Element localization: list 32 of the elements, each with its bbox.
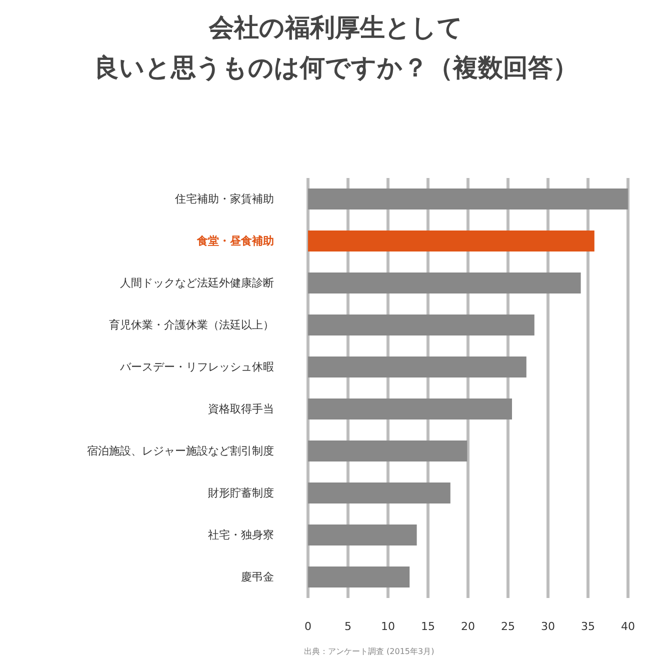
bar [308,356,526,378]
bar [308,188,628,210]
y-tick-label: 食堂・昼食補助 [196,234,274,248]
source-note: 出典：アンケート調査 (2015年3月) [304,646,436,657]
x-tick-label: 20 [461,620,475,633]
bar [308,272,581,294]
y-tick-label: バースデー・リフレッシュ休暇 [119,360,274,374]
chart-title: 会社の福利厚生として [208,12,464,44]
y-tick-label: 慶弔金 [241,570,274,584]
bar [308,398,512,420]
bar [308,524,417,546]
y-tick-label: 宿泊施設、レジャー施設など割引制度 [87,444,274,458]
bar [308,314,534,336]
x-tick-label: 5 [344,620,352,633]
x-tick-label: 25 [501,620,515,633]
y-tick-label: 住宅補助・家賃補助 [175,192,274,206]
x-tick-label: 35 [581,620,595,633]
x-tick-label: 10 [381,620,395,633]
x-tick-label: 40 [621,620,635,633]
bar [308,440,468,462]
x-tick-label: 30 [541,620,555,633]
y-tick-label: 社宅・独身寮 [208,528,274,542]
bar [308,230,594,252]
y-tick-label: 資格取得手当 [208,402,274,416]
x-tick-label: 0 [304,620,312,633]
y-tick-label: 財形貯蓄制度 [208,486,274,500]
x-tick-label: 15 [421,620,435,633]
bar [308,482,450,504]
bar [308,566,410,588]
y-tick-label: 育児休業・介護休業（法廷以上） [109,318,274,332]
chart-subtitle: 良いと思うものは何ですか？（複数回答） [93,52,579,84]
y-tick-label: 人間ドックなど法廷外健康診断 [120,276,274,290]
